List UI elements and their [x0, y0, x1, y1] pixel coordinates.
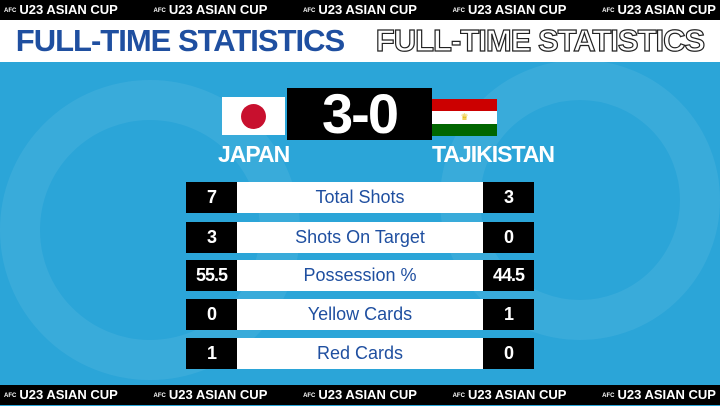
- ticker-item: AFC U23 ASIAN CUP: [303, 385, 417, 405]
- home-value: 1: [186, 338, 237, 369]
- away-value: 3: [483, 182, 534, 213]
- ticker-text: U23 ASIAN CUP: [19, 2, 118, 17]
- home-value: 3: [186, 222, 237, 253]
- afc-logo: AFC: [452, 7, 465, 14]
- home-value: 55.5: [186, 260, 237, 291]
- title-repeat: FULL-TIME STATISTICS: [375, 22, 706, 58]
- stat-label: Yellow Cards: [237, 299, 483, 330]
- ticker-item: AFC U23 ASIAN CUP: [453, 0, 567, 20]
- ticker-item: AFC U23 ASIAN CUP: [453, 385, 567, 405]
- ticker-item: AFC U23 ASIAN CUP: [602, 0, 716, 20]
- ticker-text: U23 ASIAN CUP: [467, 2, 567, 17]
- top-ticker: AFC U23 ASIAN CUP AFC U23 ASIAN CUP AFC U23 A…: [0, 0, 720, 20]
- ticker-text: U23 ASIAN CUP: [168, 387, 268, 402]
- ticker-text: U23 ASIAN CUP: [318, 387, 417, 402]
- away-value: 1: [483, 299, 534, 330]
- away-value: 0: [483, 222, 534, 253]
- ticker-item: AFC U23 ASIAN CUP: [4, 0, 118, 20]
- ticker-text: U23 ASIAN CUP: [318, 2, 417, 17]
- ticker-item: AFC U23 ASIAN CUP: [4, 385, 118, 405]
- stat-row: 55.5 Possession % 44.5: [186, 260, 534, 291]
- stat-label: Total Shots: [237, 182, 483, 213]
- ticker-text: U23 ASIAN CUP: [617, 2, 716, 17]
- ticker-item: AFC U23 ASIAN CUP: [154, 0, 268, 20]
- ticker-item: AFC U23 ASIAN CUP: [303, 0, 417, 20]
- afc-logo: AFC: [153, 7, 166, 14]
- ticker-item: AFC U23 ASIAN CUP: [602, 385, 716, 405]
- ticker-text: U23 ASIAN CUP: [168, 2, 268, 17]
- stat-row: 7 Total Shots 3: [186, 182, 534, 213]
- away-value: 44.5: [483, 260, 534, 291]
- ticker-text: U23 ASIAN CUP: [19, 387, 118, 402]
- tajikistan-flag-icon: ♛: [432, 99, 497, 136]
- home-value: 7: [186, 182, 237, 213]
- afc-logo: AFC: [602, 392, 615, 399]
- ticker-text: U23 ASIAN CUP: [617, 387, 716, 402]
- page-title: FULL-TIME STATISTICS: [15, 23, 345, 58]
- scoreline: 3-0: [287, 86, 432, 142]
- stat-row: 3 Shots On Target 0: [186, 222, 534, 253]
- stat-row: 1 Red Cards 0: [186, 338, 534, 369]
- afc-logo: AFC: [4, 7, 17, 14]
- afc-logo: AFC: [153, 392, 166, 399]
- afc-logo: AFC: [602, 7, 615, 14]
- afc-logo: AFC: [303, 7, 316, 14]
- stat-row: 0 Yellow Cards 1: [186, 299, 534, 330]
- stat-label: Shots On Target: [237, 222, 483, 253]
- japan-flag-icon: [222, 97, 285, 135]
- home-team: JAPAN: [218, 141, 290, 167]
- stat-label: Possession %: [237, 260, 483, 291]
- ticker-item: AFC U23 ASIAN CUP: [154, 385, 268, 405]
- away-team: TAJIKISTAN: [432, 141, 555, 167]
- away-value: 0: [483, 338, 534, 369]
- afc-logo: AFC: [4, 392, 17, 399]
- ticker-text: U23 ASIAN CUP: [467, 387, 567, 402]
- bottom-ticker: AFC U23 ASIAN CUP AFC U23 ASIAN CUP AFC U23 A…: [0, 385, 720, 405]
- afc-logo: AFC: [303, 392, 316, 399]
- home-value: 0: [186, 299, 237, 330]
- title-banner: FULL-TIME STATISTICS FULL-TIME STATISTIC…: [0, 20, 720, 62]
- stat-label: Red Cards: [237, 338, 483, 369]
- afc-logo: AFC: [452, 392, 465, 399]
